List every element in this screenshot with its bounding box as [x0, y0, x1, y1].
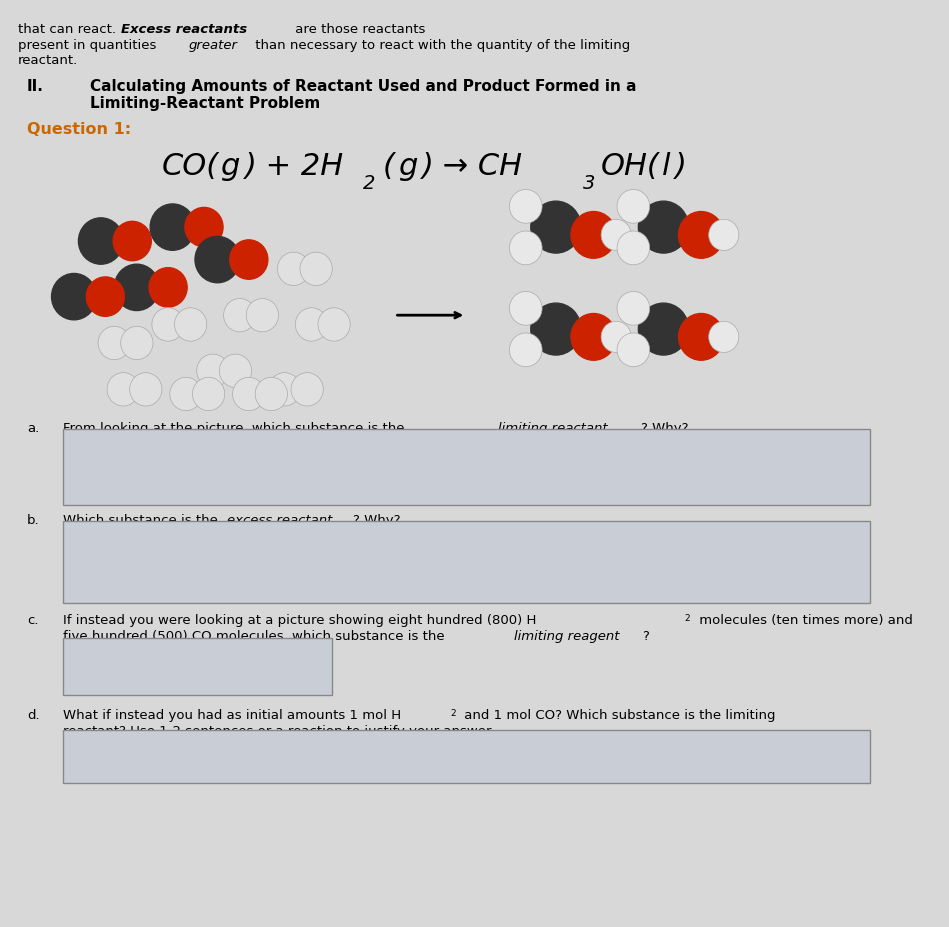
Text: Which substance is the: Which substance is the — [63, 514, 222, 527]
Text: Limiting-Reactant Problem: Limiting-Reactant Problem — [89, 96, 320, 111]
Circle shape — [79, 218, 123, 264]
Text: Question 1:: Question 1: — [27, 122, 131, 137]
Text: present in quantities: present in quantities — [18, 39, 160, 52]
Text: d.: d. — [27, 709, 40, 722]
Circle shape — [193, 377, 225, 411]
Circle shape — [195, 236, 240, 283]
Circle shape — [196, 354, 229, 387]
FancyBboxPatch shape — [63, 638, 332, 695]
Circle shape — [291, 373, 324, 406]
Text: reactant.: reactant. — [18, 54, 78, 67]
Text: ) → CH: ) → CH — [421, 152, 522, 182]
Circle shape — [277, 252, 309, 286]
Circle shape — [601, 220, 631, 250]
Circle shape — [639, 303, 689, 355]
Text: limiting reagent: limiting reagent — [513, 630, 620, 643]
Circle shape — [175, 308, 207, 341]
Text: 3: 3 — [583, 174, 595, 193]
Text: 2: 2 — [450, 709, 456, 718]
Text: From looking at the picture, which substance is the: From looking at the picture, which subst… — [63, 422, 408, 435]
Circle shape — [295, 308, 327, 341]
Circle shape — [617, 333, 650, 367]
Text: Calculating Amounts of Reactant Used and Product Formed in a: Calculating Amounts of Reactant Used and… — [89, 79, 636, 94]
Text: (: ( — [382, 152, 395, 182]
Circle shape — [617, 231, 650, 265]
Circle shape — [510, 291, 542, 325]
Text: ?: ? — [642, 630, 649, 643]
Circle shape — [113, 222, 151, 260]
Text: a.: a. — [27, 422, 39, 435]
Circle shape — [679, 313, 724, 361]
Text: c.: c. — [27, 614, 38, 627]
Circle shape — [510, 333, 542, 367]
Text: 2: 2 — [363, 174, 376, 193]
Text: If instead you were looking at a picture showing eight hundred (800) H: If instead you were looking at a picture… — [63, 614, 536, 627]
Text: are those reactants: are those reactants — [291, 23, 426, 36]
Circle shape — [617, 291, 650, 325]
Text: 2: 2 — [684, 614, 690, 623]
Circle shape — [114, 264, 159, 311]
Circle shape — [51, 273, 97, 320]
Circle shape — [150, 204, 195, 250]
Circle shape — [571, 211, 616, 259]
Text: five hundred (500) CO molecules, which substance is the: five hundred (500) CO molecules, which s… — [63, 630, 449, 643]
Text: II.: II. — [27, 79, 44, 94]
Circle shape — [152, 308, 184, 341]
Circle shape — [230, 240, 268, 279]
Circle shape — [130, 373, 162, 406]
Text: excess reactant: excess reactant — [227, 514, 332, 527]
Circle shape — [219, 354, 251, 387]
Circle shape — [86, 277, 124, 316]
FancyBboxPatch shape — [63, 429, 869, 505]
FancyBboxPatch shape — [63, 521, 869, 603]
Text: What if instead you had as initial amounts 1 mol H: What if instead you had as initial amoun… — [63, 709, 400, 722]
Text: and 1 mol CO? Which substance is the limiting: and 1 mol CO? Which substance is the lim… — [460, 709, 775, 722]
Circle shape — [185, 208, 223, 247]
Circle shape — [224, 298, 256, 332]
Text: that can react.: that can react. — [18, 23, 121, 36]
Circle shape — [571, 313, 616, 361]
Circle shape — [639, 201, 689, 253]
Circle shape — [709, 322, 739, 352]
Text: ): ) — [675, 152, 687, 182]
Circle shape — [617, 189, 650, 223]
Circle shape — [679, 211, 724, 259]
Text: CO(: CO( — [161, 152, 218, 182]
Text: g: g — [398, 152, 418, 182]
Circle shape — [98, 326, 130, 360]
Circle shape — [121, 326, 153, 360]
Circle shape — [601, 322, 631, 352]
Text: l: l — [661, 152, 670, 182]
Circle shape — [269, 373, 301, 406]
Text: g: g — [219, 152, 239, 182]
Text: than necessary to react with the quantity of the limiting: than necessary to react with the quantit… — [251, 39, 630, 52]
Circle shape — [233, 377, 265, 411]
Circle shape — [510, 231, 542, 265]
Circle shape — [300, 252, 332, 286]
Text: b.: b. — [27, 514, 40, 527]
Circle shape — [149, 268, 187, 307]
Text: molecules (ten times more) and: molecules (ten times more) and — [695, 614, 913, 627]
Circle shape — [709, 220, 739, 250]
Text: ) + 2H: ) + 2H — [245, 152, 344, 182]
Circle shape — [530, 303, 581, 355]
Text: Excess reactants: Excess reactants — [121, 23, 247, 36]
Circle shape — [530, 201, 581, 253]
FancyBboxPatch shape — [63, 730, 869, 783]
Text: limiting reactant: limiting reactant — [497, 422, 607, 435]
Text: reactant? Use 1-2 sentences or a reaction to justify your answer.: reactant? Use 1-2 sentences or a reactio… — [63, 725, 494, 738]
Circle shape — [510, 189, 542, 223]
Circle shape — [255, 377, 288, 411]
Circle shape — [246, 298, 278, 332]
Circle shape — [170, 377, 202, 411]
Text: greater: greater — [188, 39, 237, 52]
Text: OH(: OH( — [601, 152, 660, 182]
Text: ? Why?: ? Why? — [353, 514, 400, 527]
Circle shape — [107, 373, 140, 406]
Circle shape — [318, 308, 350, 341]
Text: ? Why?: ? Why? — [642, 422, 689, 435]
